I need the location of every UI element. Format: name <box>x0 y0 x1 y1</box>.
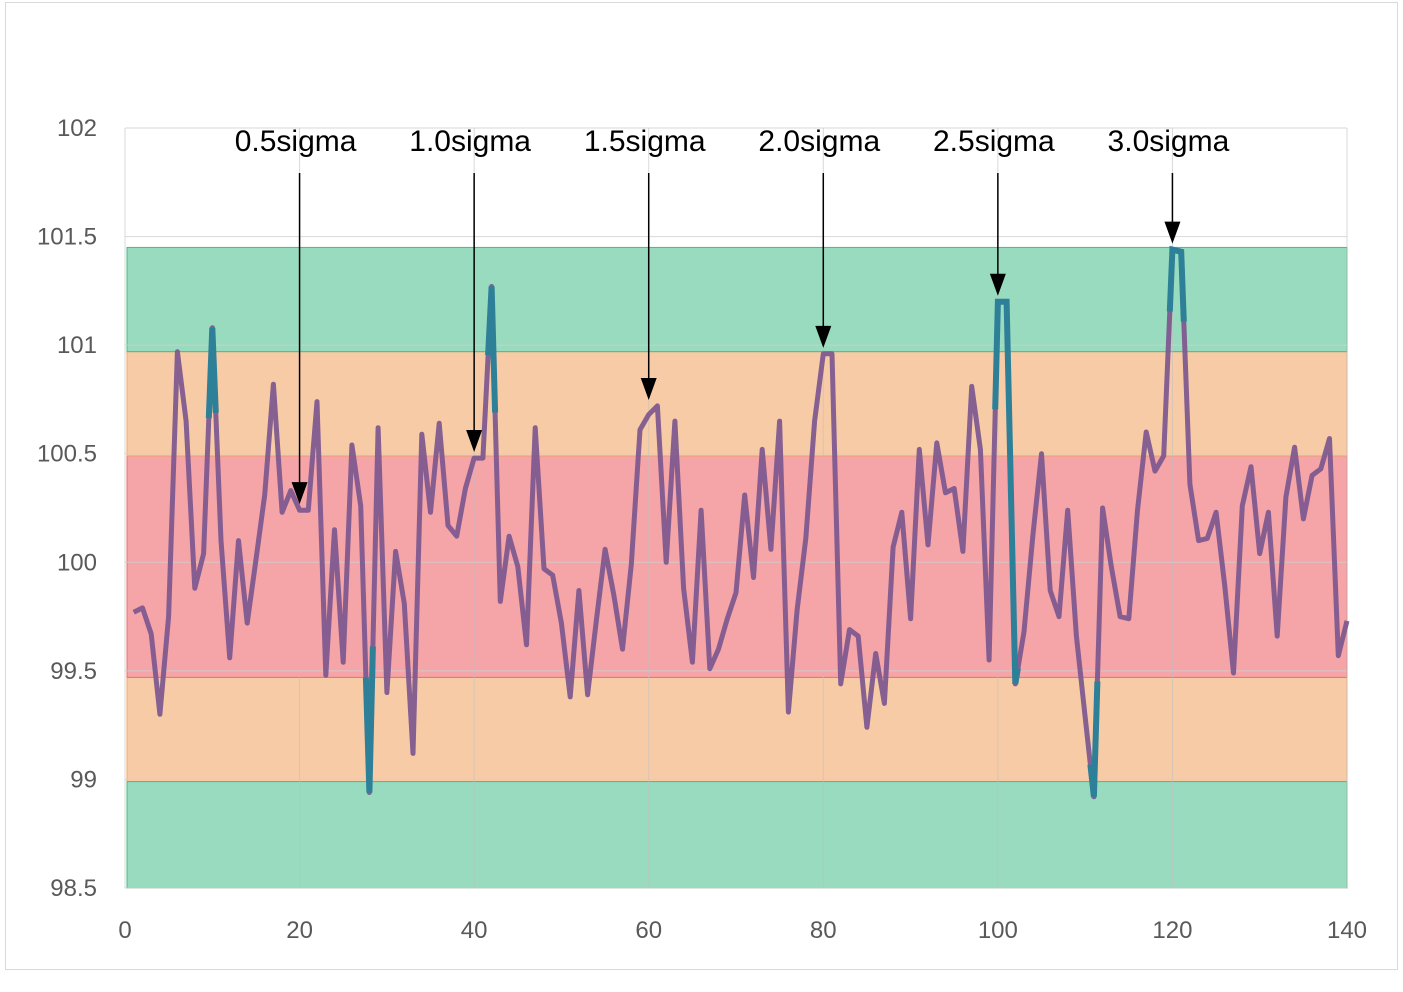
annotation-label-4: 2.5sigma <box>933 125 1055 158</box>
x-tick-label: 20 <box>286 917 313 944</box>
annotation-arrowhead <box>640 377 657 400</box>
y-tick-label: 101.5 <box>37 224 97 251</box>
series-layer <box>132 247 1350 800</box>
annotation-label-0: 0.5sigma <box>235 125 357 158</box>
x-tick-label: 140 <box>1327 917 1367 944</box>
peak-highlight-0 <box>205 327 219 419</box>
band-4 <box>126 246 1348 353</box>
x-tick-label: 60 <box>635 917 662 944</box>
annotation-arrowhead <box>815 325 832 348</box>
x-tick-label: 80 <box>810 917 837 944</box>
y-tick-label: 99 <box>70 766 97 793</box>
annotation-arrowhead <box>466 430 483 453</box>
peak-highlight-2 <box>485 286 499 413</box>
x-tick-label: 100 <box>978 917 1018 944</box>
annotation-label-5: 3.0sigma <box>1108 125 1230 158</box>
annotation-label-3: 2.0sigma <box>758 125 880 158</box>
annotation-arrowhead <box>291 482 308 505</box>
highlight-layer <box>205 245 1187 798</box>
peak-highlight-3 <box>992 298 1021 685</box>
annotation-arrowhead <box>989 273 1006 296</box>
y-tick-label: 99.5 <box>50 658 97 685</box>
grid-layer <box>124 127 1348 889</box>
y-tick-label: 102 <box>57 115 97 142</box>
peak-highlight-4 <box>1087 681 1101 798</box>
y-tick-label: 100.5 <box>37 441 97 468</box>
peak-highlight-5 <box>1166 245 1187 322</box>
y-tick-label: 101 <box>57 332 97 359</box>
annotation-arrowhead <box>1164 221 1181 244</box>
y-tick-label: 100 <box>57 549 97 576</box>
band-0 <box>126 676 1348 783</box>
tick-layer: 98.5 99 99.5 100 100.5 101 101.5 102 0 20 40 60 80 10… <box>37 115 1367 944</box>
band-3 <box>126 781 1348 889</box>
data-line <box>132 247 1350 800</box>
annotation-label-2: 1.5sigma <box>584 125 706 158</box>
annotation-layer: 0.5sigma 1.0sigma 1.5sigma 2.0sigma 2.5sigma… <box>235 125 1230 505</box>
peak-highlight-1 <box>362 646 376 793</box>
x-tick-label: 120 <box>1152 917 1192 944</box>
y-tick-label: 98.5 <box>50 875 97 902</box>
annotation-label-1: 1.0sigma <box>409 125 531 158</box>
x-tick-label: 40 <box>461 917 488 944</box>
x-tick-label: 0 <box>118 917 131 944</box>
